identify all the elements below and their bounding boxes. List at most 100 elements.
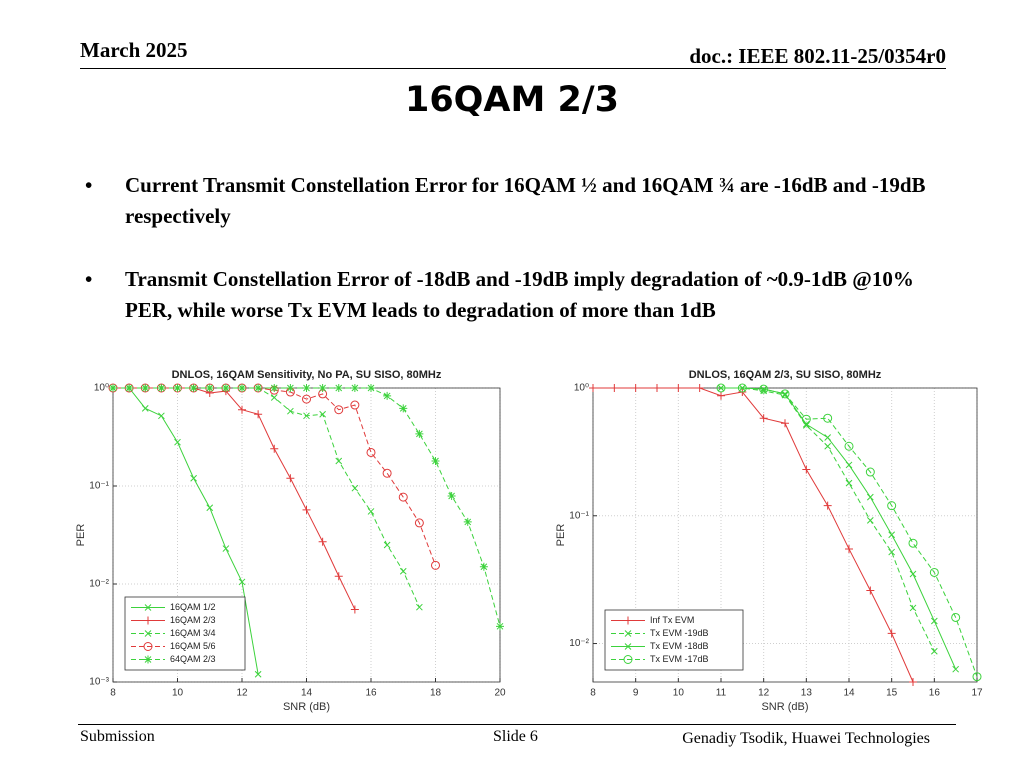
marker [496, 622, 504, 631]
marker [589, 384, 597, 392]
marker [144, 604, 152, 611]
footer-left: Submission [80, 728, 155, 745]
marker [908, 538, 918, 548]
chart-title: DNLOS, 16QAM 2/3, SU SISO, 80MHz [689, 369, 882, 381]
marker [335, 457, 343, 465]
marker [383, 391, 392, 400]
marker [845, 461, 853, 469]
marker [303, 412, 310, 420]
series-line [721, 387, 978, 677]
marker [674, 384, 683, 392]
marker [888, 531, 896, 539]
x-tick-label: 18 [430, 688, 442, 699]
marker [302, 384, 311, 392]
marker [144, 616, 152, 625]
x-tick-label: 20 [494, 688, 506, 699]
marker [238, 578, 246, 586]
marker [254, 670, 262, 678]
marker [158, 412, 165, 420]
x-tick-label: 14 [843, 688, 855, 699]
marker [824, 434, 832, 441]
marker [623, 655, 633, 664]
x-tick-label: 10 [673, 688, 685, 699]
x-tick-label: 8 [590, 688, 596, 699]
marker [318, 537, 327, 546]
marker [624, 616, 632, 625]
y-tick-label: 10⁰ [94, 383, 109, 394]
marker [738, 384, 746, 392]
y-tick-label: 10⁻¹ [89, 481, 109, 492]
marker [930, 617, 938, 625]
marker [802, 465, 811, 474]
x-tick-label: 13 [801, 688, 813, 699]
marker [157, 384, 166, 392]
marker [270, 394, 278, 401]
marker [463, 517, 472, 526]
series-line [593, 387, 914, 683]
slide-title: 16QAM 2/3 [404, 80, 620, 120]
marker [887, 629, 896, 638]
marker [382, 468, 392, 478]
marker [845, 544, 853, 553]
x-tick-label: 11 [716, 688, 727, 699]
marker [383, 541, 391, 549]
marker [286, 384, 295, 392]
marker [350, 605, 359, 614]
y-tick-label: 10⁻² [569, 638, 589, 649]
marker [909, 678, 917, 686]
marker [189, 384, 198, 392]
x-tick-label: 9 [633, 688, 639, 699]
marker [759, 384, 769, 394]
marker [254, 384, 263, 392]
marker [318, 384, 327, 392]
marker [866, 517, 874, 524]
marker [174, 438, 181, 446]
y-tick-label: 10⁻¹ [569, 510, 589, 521]
marker [144, 655, 152, 664]
marker [866, 586, 875, 595]
x-axis-label: SNR (dB) [283, 701, 330, 713]
marker [399, 567, 407, 575]
marker [479, 562, 488, 571]
marker [824, 442, 832, 450]
y-axis-label: PER [555, 524, 567, 547]
marker [302, 394, 311, 404]
bullet-text: Transmit Constellation Error of -18dB an… [125, 267, 914, 322]
marker [695, 384, 704, 392]
marker [951, 612, 961, 622]
marker [302, 505, 311, 514]
marker [781, 419, 789, 428]
marker [366, 447, 376, 457]
x-tick-label: 12 [236, 688, 248, 699]
marker [125, 384, 134, 392]
marker [254, 410, 263, 419]
x-tick-label: 8 [110, 688, 116, 699]
marker [431, 456, 440, 465]
series-line [113, 387, 259, 675]
marker [631, 384, 640, 392]
marker [351, 484, 359, 492]
legend-label: Tx EVM -17dB [650, 654, 709, 664]
marker [414, 518, 424, 528]
marker [823, 501, 832, 510]
marker [141, 384, 150, 392]
marker [334, 405, 344, 415]
marker [205, 384, 214, 392]
marker [610, 384, 619, 392]
x-tick-label: 16 [929, 688, 941, 699]
marker [929, 567, 939, 577]
legend-label: Tx EVM -19dB [650, 628, 709, 638]
marker [716, 383, 726, 393]
x-tick-label: 17 [971, 688, 983, 699]
marker [270, 384, 279, 392]
y-tick-label: 10⁻² [89, 579, 109, 590]
marker [286, 474, 295, 483]
marker [109, 384, 117, 392]
marker [319, 410, 326, 418]
legend-label: 16QAM 5/6 [170, 641, 216, 651]
marker [909, 604, 917, 612]
marker [737, 383, 747, 393]
marker [399, 404, 408, 413]
